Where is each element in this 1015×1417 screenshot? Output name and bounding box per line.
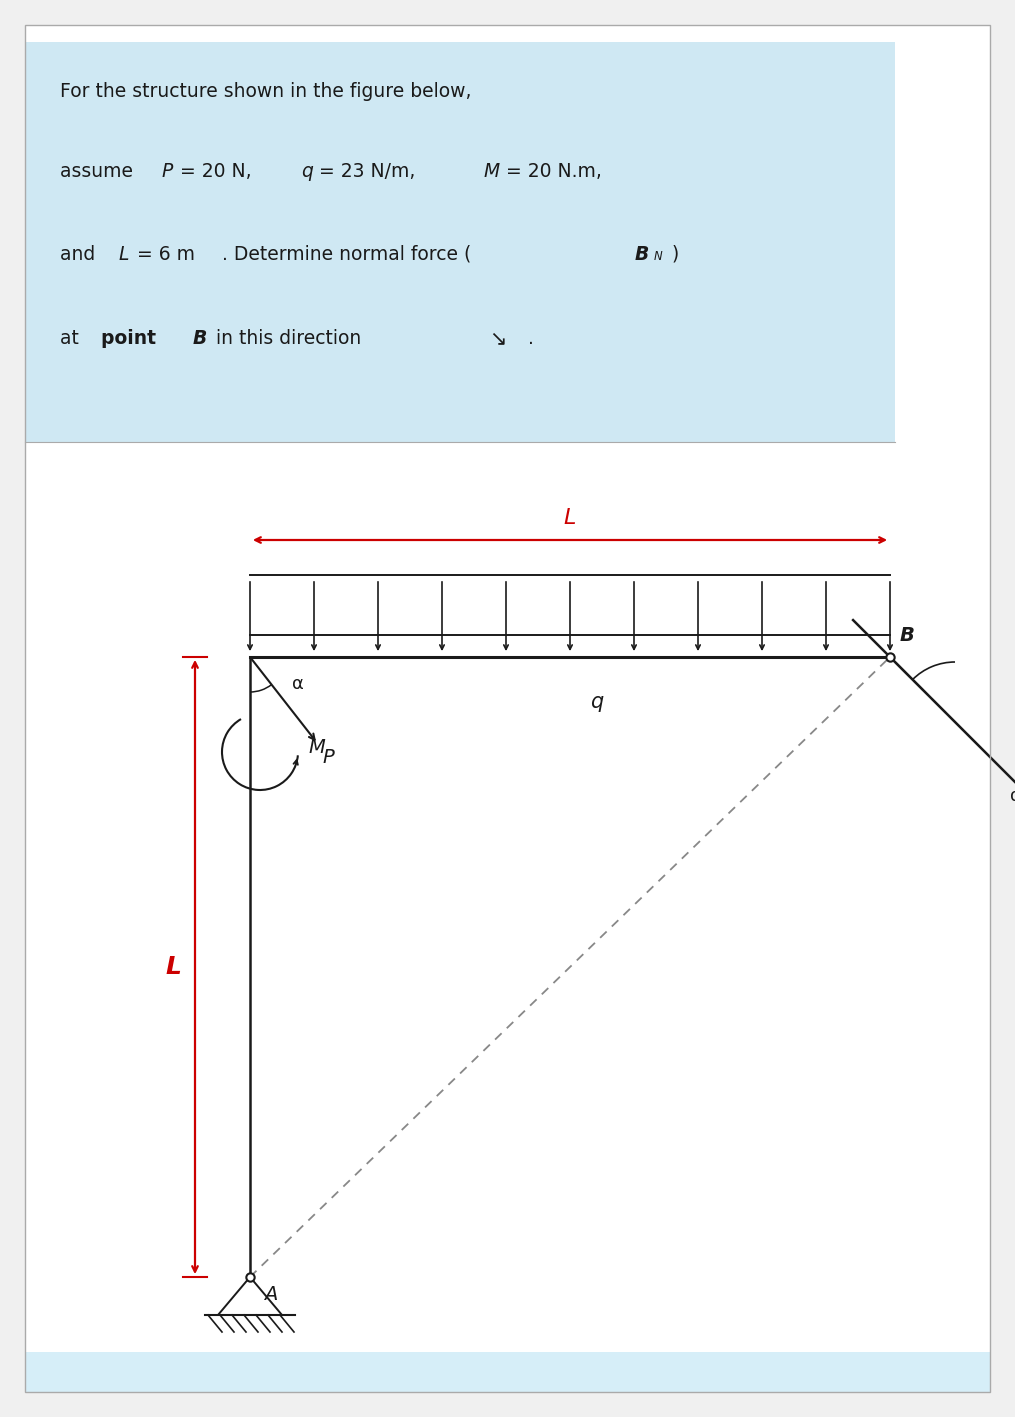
Text: point: point <box>102 329 162 349</box>
Text: P: P <box>323 748 335 767</box>
Text: q: q <box>301 162 313 181</box>
Text: .: . <box>528 329 534 349</box>
Text: assume: assume <box>60 162 139 181</box>
Text: L: L <box>563 509 577 529</box>
Text: B: B <box>900 626 915 645</box>
Text: = 20 N.m,: = 20 N.m, <box>500 162 602 181</box>
Bar <box>25 442 990 1362</box>
Polygon shape <box>890 657 923 690</box>
Text: B: B <box>193 329 207 349</box>
Text: q: q <box>590 691 603 711</box>
Polygon shape <box>218 1277 282 1315</box>
Text: $\searrow$: $\searrow$ <box>485 329 505 349</box>
Text: L: L <box>165 955 181 979</box>
Text: P: P <box>161 162 173 181</box>
Text: L: L <box>119 245 130 264</box>
Text: and: and <box>60 245 102 264</box>
Text: α: α <box>292 674 303 693</box>
Text: $_N$: $_N$ <box>653 245 664 264</box>
Bar <box>25 43 895 442</box>
Text: in this direction: in this direction <box>210 329 367 349</box>
Text: . Determine normal force (: . Determine normal force ( <box>222 245 471 264</box>
Text: ): ) <box>672 245 679 264</box>
Text: M: M <box>308 737 325 757</box>
Text: B: B <box>634 245 649 264</box>
Text: = 6 m: = 6 m <box>131 245 195 264</box>
Text: A: A <box>264 1285 277 1304</box>
Text: M: M <box>484 162 500 181</box>
Text: For the structure shown in the figure below,: For the structure shown in the figure be… <box>60 82 472 101</box>
Bar <box>25 1352 990 1391</box>
Text: α: α <box>1010 786 1015 805</box>
Text: = 20 N,: = 20 N, <box>174 162 258 181</box>
Text: at: at <box>60 329 85 349</box>
Text: = 23 N/m,: = 23 N/m, <box>313 162 421 181</box>
